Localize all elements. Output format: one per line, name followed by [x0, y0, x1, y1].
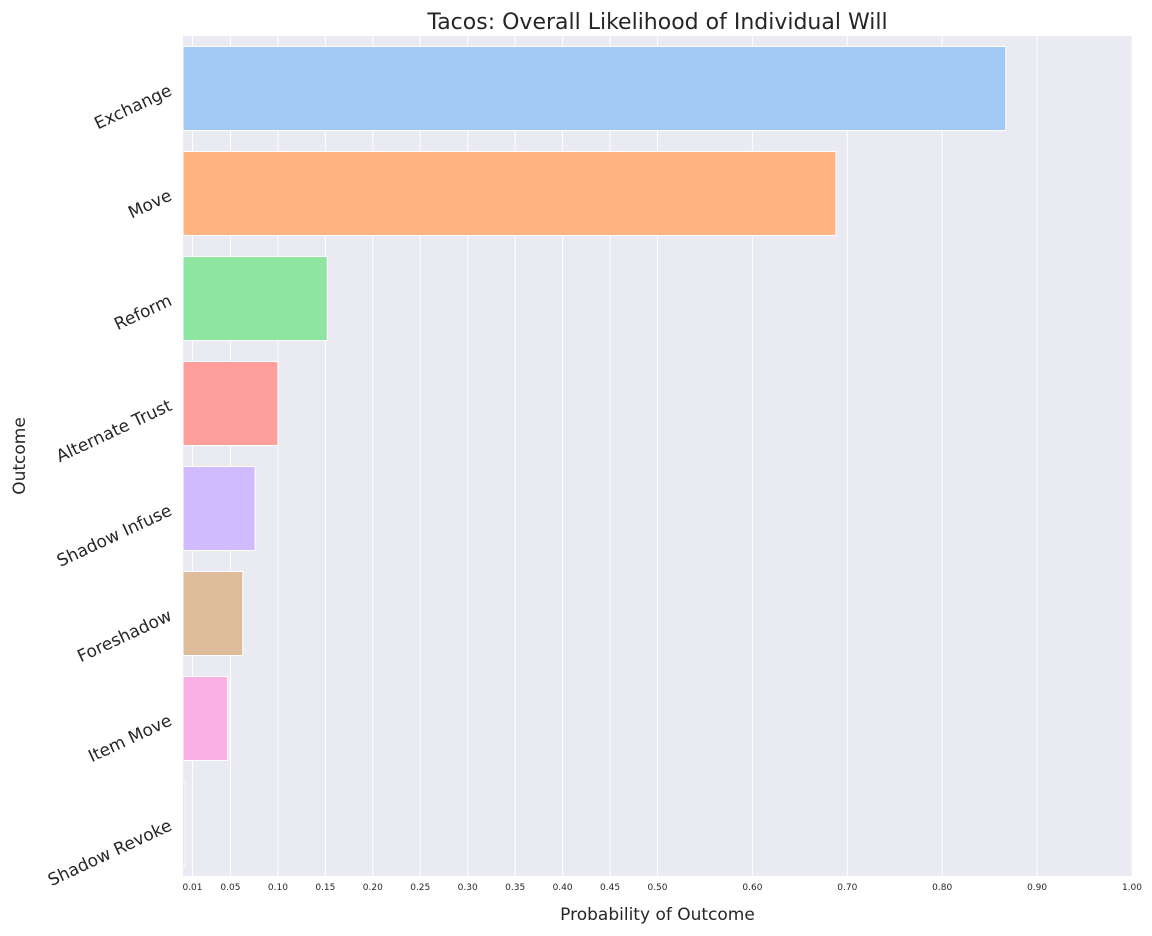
x-tick-label: 0.50 [647, 883, 667, 893]
x-tick-label: 0.30 [458, 883, 478, 893]
y-axis-label: Outcome [10, 417, 30, 495]
bar-alternate-trust [182, 361, 279, 446]
x-tick-labels: 0.01 0.05 0.10 0.15 0.20 0.25 0.30 0.35 0.40 0.45… [182, 883, 1142, 893]
bar-item-move [182, 676, 229, 761]
x-tick-label: 0.25 [410, 883, 430, 893]
x-tick-label: 0.40 [553, 883, 573, 893]
y-tick-label: Shadow Revoke [45, 816, 175, 891]
y-tick-label: Alternate Trust [53, 396, 175, 467]
bar-move [182, 151, 837, 236]
bar-shadow-revoke [182, 781, 186, 866]
x-axis-label: Probability of Outcome [560, 905, 755, 925]
bars [182, 46, 1007, 866]
y-tick-labels: Exchange Move Reform Alternate Trust Shadow … [45, 81, 175, 891]
bar-exchange [182, 46, 1007, 131]
bar-shadow-infuse [182, 466, 256, 551]
y-tick-label: Exchange [91, 81, 175, 134]
y-tick-label: Move [125, 186, 175, 223]
chart-title: Tacos: Overall Likelihood of Individual … [426, 10, 887, 35]
y-tick-label: Foreshadow [74, 606, 175, 667]
x-tick-label: 0.80 [932, 883, 952, 893]
x-tick-label: 0.90 [1027, 883, 1047, 893]
y-tick-label: Item Move [85, 711, 175, 767]
x-tick-label: 1.00 [1122, 883, 1142, 893]
y-tick-label: Shadow Infuse [54, 501, 175, 572]
x-tick-label: 0.35 [505, 883, 525, 893]
bar-foreshadow [182, 571, 244, 656]
bar-reform [182, 256, 328, 341]
x-tick-label: 0.20 [363, 883, 383, 893]
y-tick-label: Reform [111, 291, 175, 335]
x-tick-label: 0.10 [268, 883, 288, 893]
x-tick-label: 0.01 [182, 883, 202, 893]
x-tick-label: 0.60 [742, 883, 762, 893]
x-tick-label: 0.45 [600, 883, 620, 893]
x-tick-label: 0.15 [315, 883, 335, 893]
x-tick-label: 0.70 [837, 883, 857, 893]
x-tick-label: 0.05 [220, 883, 240, 893]
